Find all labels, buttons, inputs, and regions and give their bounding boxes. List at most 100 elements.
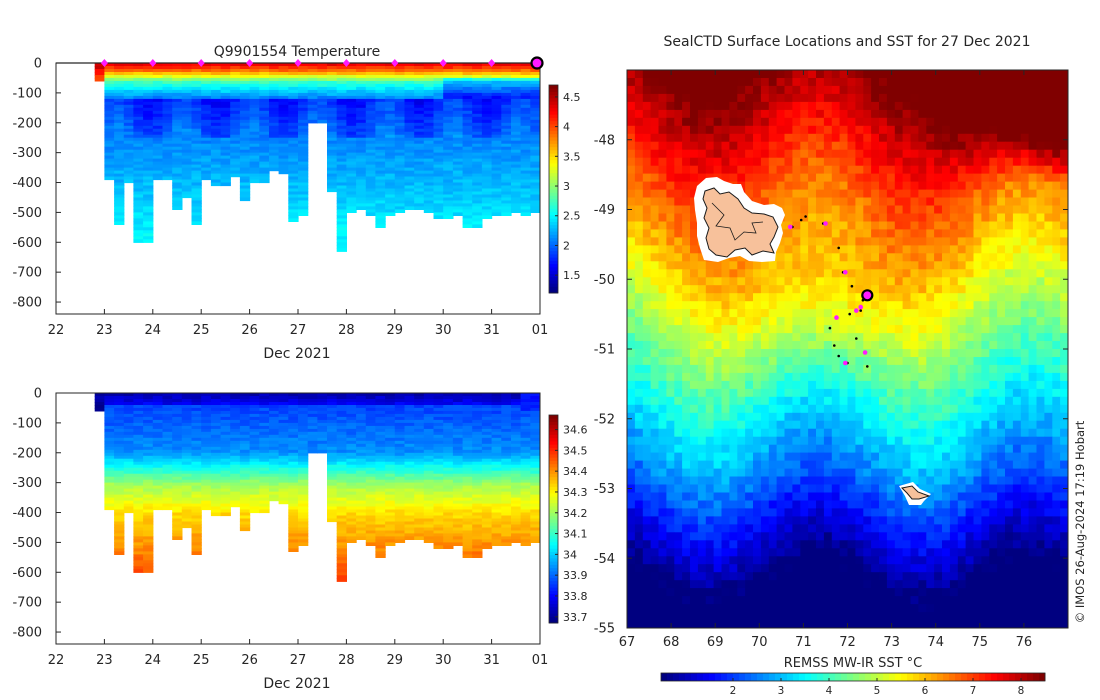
track-point <box>837 354 840 358</box>
lon-tick-label: 74 <box>927 635 944 650</box>
colorbar-swatch <box>549 470 558 474</box>
y-tick-label: -300 <box>12 146 42 161</box>
colorbar-swatch <box>799 673 806 681</box>
colorbar-tick-label: 2 <box>563 239 570 252</box>
y-tick-label: -300 <box>12 476 42 491</box>
colorbar-swatch <box>549 551 558 556</box>
x-tick-label: 01 <box>532 323 549 338</box>
track-point <box>804 215 807 218</box>
colorbar-swatch <box>549 593 558 598</box>
colorbar-swatch <box>549 224 558 229</box>
x-tick-label: 23 <box>96 323 113 338</box>
temperature-surface-markers <box>56 56 544 70</box>
lat-tick-label: -48 <box>594 133 615 148</box>
colorbar-tick-label: 6 <box>922 685 929 697</box>
colorbar-swatch <box>877 673 884 681</box>
colorbar-swatch <box>829 673 836 681</box>
colorbar-swatch <box>787 673 794 681</box>
colorbar-swatch <box>549 94 558 99</box>
sst-colorbar-label: REMSS MW-IR SST °C <box>784 656 923 671</box>
colorbar-swatch <box>549 535 558 539</box>
track-point <box>866 365 869 368</box>
colorbar-swatch <box>763 673 770 681</box>
colorbar-swatch <box>907 673 914 681</box>
seal-track <box>787 215 874 368</box>
lat-tick-label: -52 <box>594 412 615 427</box>
track-point <box>837 246 840 250</box>
x-tick-label: 25 <box>193 653 210 668</box>
colorbar-swatch <box>931 673 938 681</box>
colorbar-swatch <box>549 192 558 196</box>
salinity-ticks: 22 23 24 25 26 27 28 29 30 31 01 0 -100 -200 -300 -400 -… <box>12 387 548 669</box>
colorbar-swatch <box>549 600 558 604</box>
colorbar-swatch <box>549 558 558 562</box>
y-tick-label: -100 <box>12 86 42 101</box>
colorbar-tick-label: 5 <box>874 685 881 697</box>
x-tick-label: 29 <box>387 323 404 338</box>
colorbar-tick-label: 8 <box>1018 685 1025 697</box>
colorbar-swatch <box>549 499 558 504</box>
surface-marker <box>149 59 157 67</box>
colorbar-swatch <box>549 587 558 591</box>
colorbar-swatch <box>991 673 998 681</box>
colorbar-swatch <box>549 286 558 291</box>
x-tick-label: 23 <box>96 653 113 668</box>
colorbar-swatch <box>549 120 558 125</box>
colorbar-swatch <box>549 270 558 274</box>
islands <box>694 177 931 505</box>
colorbar-swatch <box>549 577 558 582</box>
surface-marker <box>488 59 496 67</box>
lat-tick-label: -50 <box>594 273 615 288</box>
lon-tick-label: 68 <box>663 635 680 650</box>
colorbar-swatch <box>549 502 558 507</box>
colorbar-swatch <box>549 189 558 193</box>
x-tick-label: 31 <box>483 653 500 668</box>
colorbar-swatch <box>549 221 558 226</box>
colorbar-swatch <box>1021 673 1028 681</box>
colorbar-swatch <box>549 205 558 209</box>
colorbar-swatch <box>1033 673 1040 681</box>
colorbar-swatch <box>549 460 558 465</box>
temperature-colorbar: 1.5 2 2.5 3 3.5 4 4.5 <box>548 84 581 294</box>
colorbar-swatch <box>549 603 558 608</box>
colorbar-swatch <box>549 114 558 118</box>
colorbar-swatch <box>549 260 558 265</box>
surface-position <box>858 304 863 310</box>
colorbar-swatch <box>697 673 704 681</box>
colorbar-tick-label: 1.5 <box>563 269 581 282</box>
track-point <box>859 309 862 312</box>
surface-marker <box>391 59 399 67</box>
colorbar-swatch <box>1015 673 1022 681</box>
temperature-heatmap <box>94 63 540 252</box>
colorbar-tick-label: 7 <box>970 685 977 697</box>
y-tick-label: -600 <box>12 236 42 251</box>
lat-tick-label: -51 <box>594 343 615 358</box>
colorbar-swatch <box>549 532 558 536</box>
surface-marker <box>439 59 447 67</box>
colorbar-swatch <box>549 267 558 271</box>
colorbar-swatch <box>549 163 558 167</box>
colorbar-swatch <box>549 140 558 144</box>
sst-map-panel: SealCTD Surface Locations and SST for 27… <box>594 34 1069 697</box>
colorbar-swatch <box>745 673 752 681</box>
colorbar-tick-label: 34.6 <box>563 424 588 437</box>
colorbar-tick-label: 2.5 <box>563 210 581 223</box>
colorbar-swatch <box>757 673 764 681</box>
x-tick-label: 27 <box>290 323 307 338</box>
colorbar-swatch <box>549 431 558 435</box>
colorbar-swatch <box>549 85 558 89</box>
colorbar-swatch <box>549 283 558 287</box>
colorbar-swatch <box>549 172 558 177</box>
x-tick-label: 30 <box>435 653 452 668</box>
colorbar-swatch <box>549 597 558 601</box>
colorbar-swatch <box>751 673 758 681</box>
surface-position <box>787 224 793 230</box>
colorbar-swatch <box>549 483 558 487</box>
colorbar-swatch <box>549 143 558 148</box>
colorbar-swatch <box>853 673 860 681</box>
colorbar-tick-label: 34 <box>563 548 577 561</box>
surface-position <box>854 308 859 313</box>
colorbar-swatch <box>549 567 558 572</box>
colorbar-swatch <box>817 673 824 681</box>
